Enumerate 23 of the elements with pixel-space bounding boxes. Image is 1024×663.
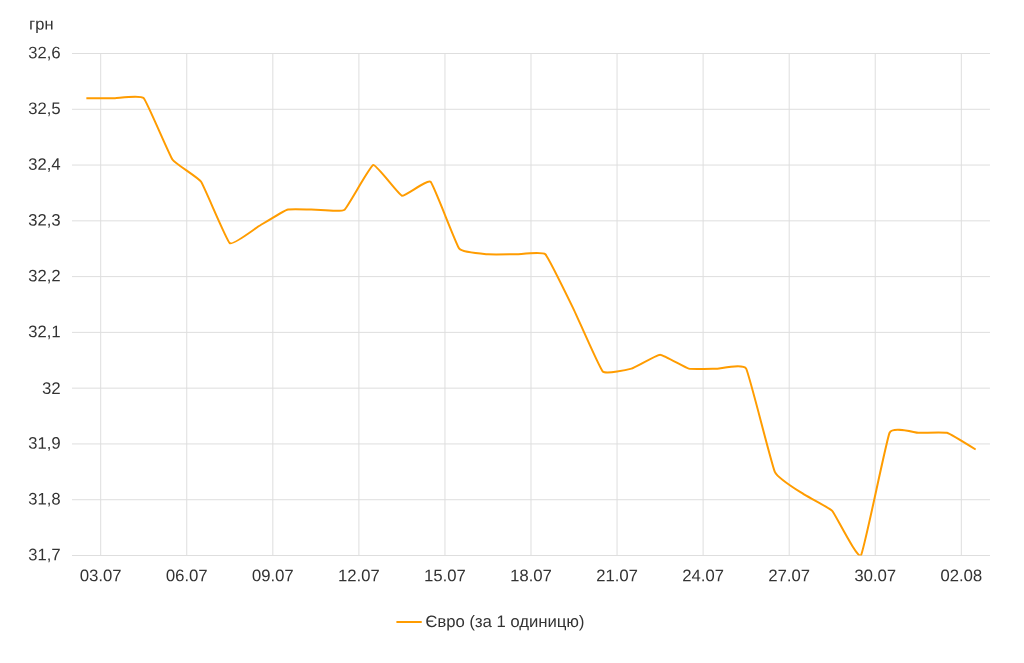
x-tick-label: 03.07 [80, 569, 121, 582]
y-tick-label: 32,2 [28, 269, 60, 284]
x-tick-label: 12.07 [339, 569, 379, 582]
y-tick-label: 31,7 [28, 548, 60, 563]
legend-label: Євро (за 1 одиницю) [426, 614, 584, 631]
y-tick-label: 31,9 [28, 437, 60, 451]
y-tick-label: 31,8 [28, 492, 60, 507]
y-tick-label: 32,6 [28, 46, 60, 61]
y-axis-title: грн [30, 20, 53, 34]
x-tick-label: 06.07 [166, 569, 207, 582]
x-tick-label: 27.07 [769, 569, 810, 582]
y-tick-label: 32 [42, 382, 60, 395]
x-tick-label: 24.07 [683, 569, 724, 582]
y-tick-label: 32,1 [28, 325, 60, 340]
x-tick-label: 15.07 [425, 569, 465, 582]
y-tick-label: 32,3 [28, 213, 60, 228]
y-tick-label: 32,5 [28, 102, 60, 117]
y-tick-label: 32,4 [28, 158, 61, 172]
x-tick-label: 30.07 [855, 569, 896, 582]
x-tick-label: 02.08 [941, 569, 982, 582]
x-tick-label: 18.07 [511, 569, 552, 582]
x-tick-label: 21.07 [597, 569, 638, 582]
x-tick-label: 09.07 [252, 569, 293, 582]
